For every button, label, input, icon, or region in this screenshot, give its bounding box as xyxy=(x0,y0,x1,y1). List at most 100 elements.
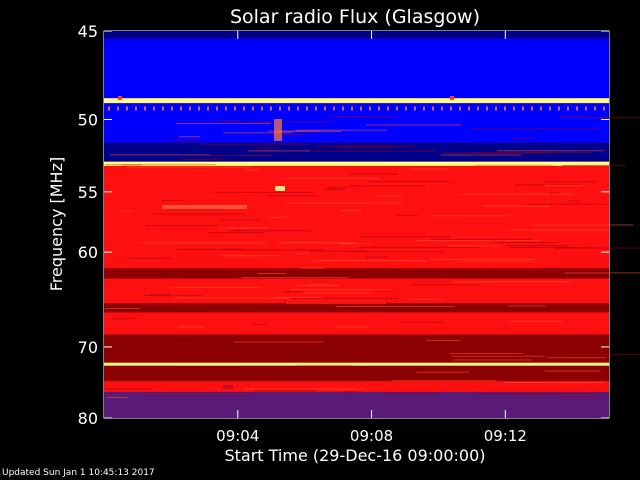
texture-tick xyxy=(279,106,281,111)
texture-streak xyxy=(490,270,602,272)
texture-streak xyxy=(304,292,370,294)
texture-streak xyxy=(548,192,560,194)
frequency-band-9 xyxy=(104,303,609,313)
texture-streak xyxy=(310,150,436,152)
texture-tick xyxy=(315,106,317,111)
texture-streak xyxy=(241,277,349,279)
y-tick-label-5: 80 xyxy=(78,409,98,428)
texture-tick xyxy=(585,106,587,111)
frequency-band-15 xyxy=(104,391,609,418)
texture-tick xyxy=(522,106,524,111)
texture-streak xyxy=(175,305,267,307)
texture-streak xyxy=(359,243,372,245)
frequency-band-0 xyxy=(104,31,609,39)
texture-tick xyxy=(342,106,344,111)
texture-tick xyxy=(225,106,227,111)
texture-streak xyxy=(105,308,140,310)
texture-tick xyxy=(351,106,353,111)
texture-streak xyxy=(175,123,271,125)
texture-streak xyxy=(447,245,499,247)
texture-streak xyxy=(416,371,470,373)
texture-tick xyxy=(459,106,461,111)
texture-streak xyxy=(170,286,263,288)
texture-streak xyxy=(152,213,246,215)
texture-streak xyxy=(544,370,601,372)
texture-tick xyxy=(396,106,398,111)
texture-streak xyxy=(245,388,362,390)
texture-tick xyxy=(495,106,497,111)
texture-tick xyxy=(324,106,326,111)
texture-streak xyxy=(391,380,497,382)
texture-streak xyxy=(207,232,265,234)
frequency-band-10 xyxy=(104,312,609,335)
y-axis-label: Frequency [MHz] xyxy=(47,157,66,291)
texture-streak xyxy=(127,166,250,168)
texture-streak xyxy=(276,296,323,298)
texture-streak xyxy=(442,152,555,154)
texture-streak xyxy=(144,295,203,297)
texture-tick xyxy=(243,106,245,111)
texture-streak xyxy=(561,353,640,355)
texture-tick xyxy=(144,106,146,111)
y-axis-ticks: 45 50 55 60 70 80 xyxy=(78,22,609,428)
texture-streak xyxy=(334,146,396,148)
texture-streak xyxy=(510,229,608,231)
texture-streak xyxy=(411,284,481,286)
frequency-band-13 xyxy=(104,365,609,382)
texture-streak xyxy=(308,250,365,252)
texture-streak xyxy=(170,139,199,141)
texture-streak xyxy=(248,150,311,152)
texture-streak xyxy=(453,359,532,361)
texture-streak xyxy=(218,119,243,121)
texture-streak xyxy=(282,291,304,293)
texture-tick xyxy=(306,106,308,111)
texture-streak xyxy=(107,303,120,305)
texture-streak xyxy=(389,349,465,351)
texture-streak xyxy=(440,154,522,156)
texture-tick xyxy=(261,106,263,111)
x-axis-label: Start Time (29-Dec-16 09:00:00) xyxy=(224,446,485,465)
x-axis-ticks: 09:04 09:08 09:12 xyxy=(216,31,527,445)
texture-streak xyxy=(366,181,451,183)
texture-streak xyxy=(509,246,591,248)
texture-streak xyxy=(453,281,573,283)
texture-streak xyxy=(409,168,448,170)
y-tick-label-0: 45 xyxy=(78,22,98,41)
texture-streak xyxy=(105,163,217,165)
texture-streak xyxy=(456,260,537,262)
texture-streak xyxy=(269,134,308,136)
texture-streak xyxy=(295,129,388,131)
texture-streak xyxy=(526,203,608,205)
texture-tick xyxy=(567,106,569,111)
x-tick-label-2: 09:12 xyxy=(484,427,527,445)
texture-streak xyxy=(283,202,403,204)
x-tick-label-1: 09:08 xyxy=(350,427,393,445)
texture-tick xyxy=(171,106,173,111)
texture-streak xyxy=(542,267,564,269)
texture-streak xyxy=(288,297,400,299)
texture-tick xyxy=(270,106,272,111)
texture-streak xyxy=(220,227,268,229)
texture-tick xyxy=(558,106,560,111)
texture-streak xyxy=(475,393,598,395)
texture-streak xyxy=(387,391,438,393)
texture-streak xyxy=(245,169,259,171)
texture-streak xyxy=(139,242,266,244)
texture-tick xyxy=(297,106,299,111)
texture-streak xyxy=(220,255,279,257)
texture-streak xyxy=(328,187,347,189)
texture-streak xyxy=(339,243,359,245)
texture-streak xyxy=(515,184,582,186)
texture-streak xyxy=(513,138,534,140)
texture-tick xyxy=(450,106,452,111)
texture-streak xyxy=(349,173,398,175)
texture-dot xyxy=(223,385,233,389)
texture-streak xyxy=(233,270,286,272)
texture-streak xyxy=(229,230,311,232)
texture-streak xyxy=(178,326,205,328)
texture-tick xyxy=(378,106,380,111)
texture-streak xyxy=(335,305,455,307)
texture-tick xyxy=(180,106,182,111)
texture-tick xyxy=(162,106,164,111)
